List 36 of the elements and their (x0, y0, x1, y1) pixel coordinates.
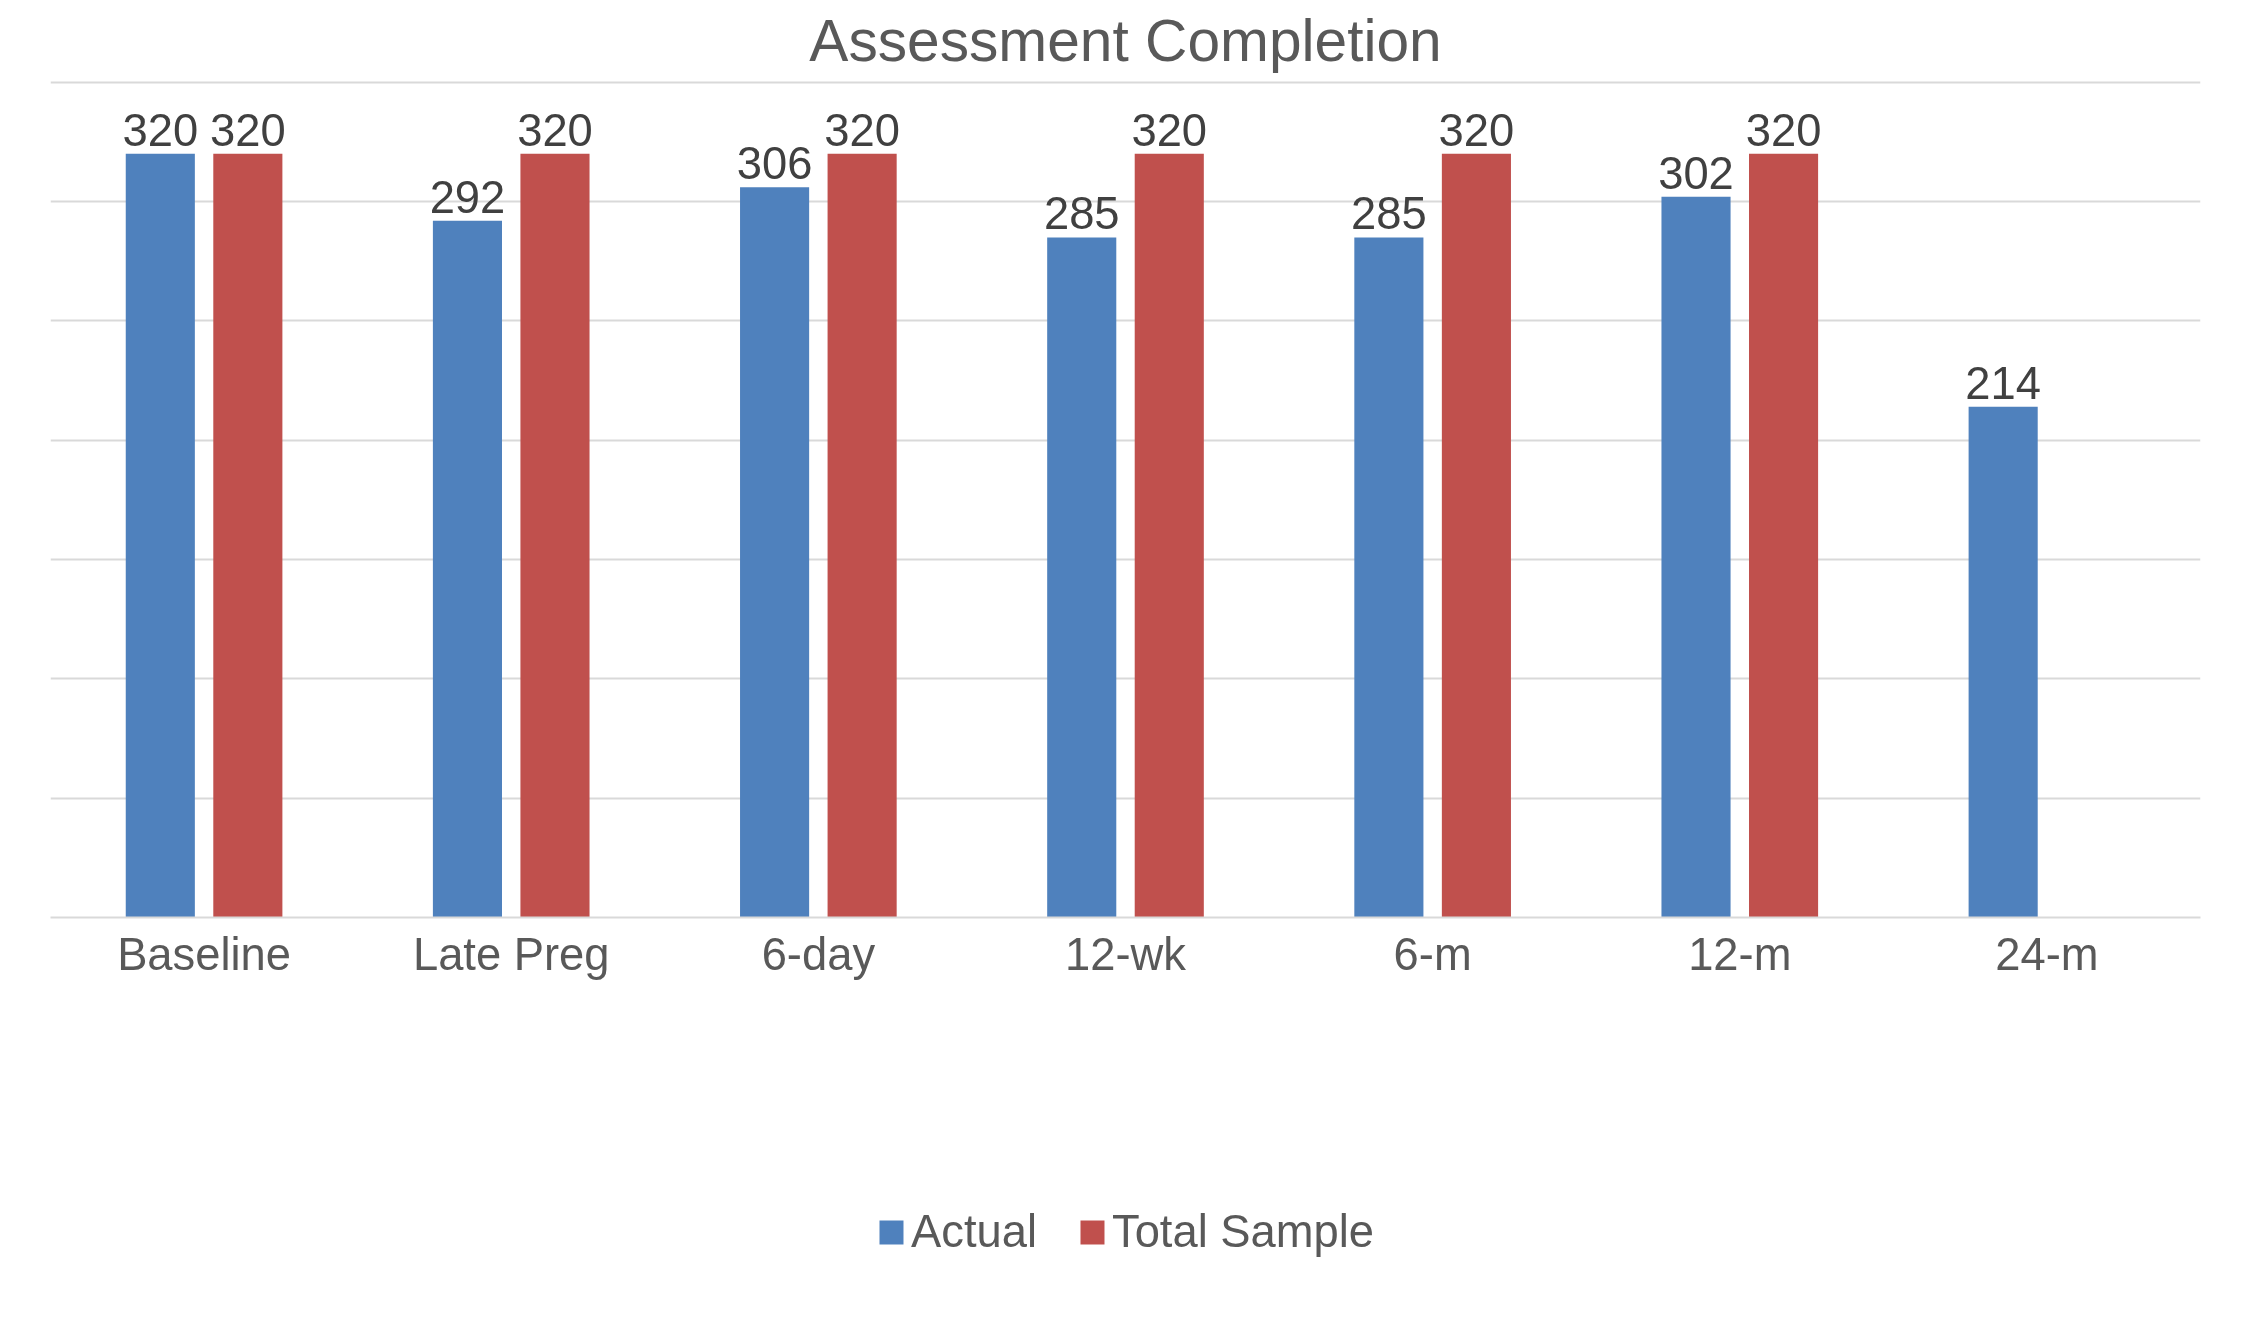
data-label: 306 (736, 138, 813, 190)
bar (827, 153, 897, 918)
x-tick-label: 6-m (1393, 928, 1472, 980)
data-label: 285 (1351, 188, 1427, 240)
data-label: 320 (210, 104, 286, 156)
bar (1749, 153, 1819, 918)
bar (213, 153, 283, 918)
data-label: 320 (1745, 104, 1822, 156)
data-label: 214 (1965, 357, 2041, 409)
data-label: 292 (429, 171, 506, 223)
data-label: 320 (517, 104, 593, 156)
bar (1047, 237, 1117, 918)
bar (1134, 153, 1204, 918)
bar (432, 220, 502, 918)
x-tick-label: 12-wk (1065, 928, 1187, 980)
x-tick-label: 24-m (1995, 928, 2099, 980)
bar (1441, 153, 1511, 918)
data-label: 302 (1658, 147, 1734, 199)
x-tick-label: 12-m (1688, 928, 1792, 980)
x-tick-label: Late Preg (412, 928, 610, 980)
x-tick-label: Baseline (117, 928, 292, 980)
bar (1661, 196, 1731, 918)
bar (125, 153, 195, 918)
data-label: 285 (1043, 188, 1120, 240)
bar (1354, 237, 1424, 918)
legend-label: Actual (910, 1206, 1037, 1258)
bar (740, 187, 810, 918)
data-label: 320 (824, 104, 900, 156)
data-label: 320 (1438, 104, 1515, 156)
bar (1968, 406, 2038, 918)
bar (520, 153, 590, 918)
chart-title: Assessment Completion (809, 7, 1442, 73)
legend-label: Total Sample (1111, 1206, 1375, 1258)
data-label: 320 (1131, 104, 1208, 156)
data-label: 320 (122, 104, 199, 156)
x-tick-label: 6-day (761, 928, 876, 980)
